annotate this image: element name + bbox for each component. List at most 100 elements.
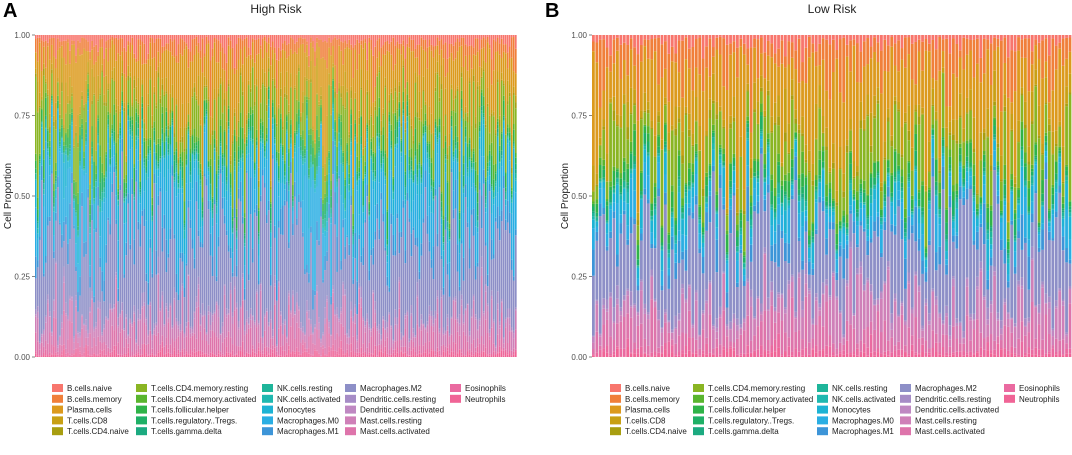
bar-segment [455, 99, 457, 113]
bar-segment [270, 248, 272, 275]
bar-segment [433, 201, 435, 214]
bar-segment [111, 40, 113, 70]
bar-segment [348, 174, 350, 178]
bar-segment [288, 305, 290, 346]
bar-segment [232, 344, 234, 350]
bar-segment [162, 252, 164, 292]
bar-segment [386, 327, 388, 332]
bar-segment [334, 351, 336, 356]
bar-segment [63, 57, 65, 124]
bar-segment [172, 84, 174, 97]
bar-segment [280, 147, 282, 149]
bar-segment [117, 301, 119, 318]
bar-segment [409, 218, 411, 222]
bar-segment [69, 77, 71, 101]
bar-segment [374, 47, 376, 87]
bar-segment [248, 154, 250, 274]
bar-segment [463, 35, 465, 38]
bar-segment [457, 319, 459, 322]
bar-segment [388, 170, 390, 288]
bar-segment [447, 205, 449, 221]
bar-segment [222, 342, 224, 354]
bar-segment [204, 127, 206, 132]
bar-segment [184, 255, 186, 288]
bar-segment [125, 319, 127, 338]
bar-segment [105, 35, 107, 41]
bar-segment [386, 245, 388, 246]
bar-segment [63, 241, 65, 267]
bar-segment [286, 338, 288, 342]
bar-segment [149, 154, 151, 170]
bar-segment [312, 161, 314, 164]
bar-segment [210, 133, 212, 143]
bar-segment [290, 311, 292, 313]
bar-segment [382, 163, 384, 172]
sample-bar [284, 35, 286, 357]
bar-segment [160, 350, 162, 352]
bar-segment [411, 305, 413, 313]
bar-segment [467, 113, 469, 116]
bar-segment [51, 38, 53, 45]
bar-segment [41, 180, 43, 333]
bar-segment [346, 333, 348, 335]
bar-segment [312, 147, 314, 161]
bar-segment [330, 181, 332, 190]
bar-segment [451, 89, 453, 111]
bar-segment [107, 128, 109, 130]
bar-segment [164, 347, 166, 354]
bar-segment [276, 280, 278, 301]
bar-segment [133, 195, 135, 197]
bar-segment [409, 222, 411, 339]
bar-segment [288, 294, 290, 296]
bar-segment [342, 285, 344, 296]
bar-segment [254, 161, 256, 162]
bar-segment [262, 38, 264, 58]
bar-segment [463, 117, 465, 119]
bar-segment [184, 355, 186, 356]
bar-segment [248, 84, 250, 85]
bar-segment [358, 284, 360, 287]
bar-segment [119, 130, 121, 133]
bar-segment [190, 137, 192, 148]
bar-segment [358, 178, 360, 179]
sample-bar [294, 35, 296, 357]
bar-segment [111, 312, 113, 326]
bar-segment [109, 166, 111, 167]
bar-segment [242, 139, 244, 151]
bar-segment [214, 204, 216, 311]
bar-segment [226, 168, 228, 177]
bar-segment [324, 198, 326, 205]
bar-segment [415, 158, 417, 159]
bar-segment [53, 191, 55, 197]
bar-segment [198, 43, 200, 53]
bar-segment [156, 184, 158, 251]
bar-segment [214, 148, 216, 149]
bar-segment [160, 162, 162, 172]
bar-segment [121, 139, 123, 152]
bar-segment [292, 202, 294, 206]
bar-segment [270, 319, 272, 323]
bar-segment [459, 42, 461, 47]
bar-segment [228, 46, 230, 80]
bar-segment [218, 35, 220, 40]
bar-segment [300, 116, 302, 122]
bar-segment [105, 263, 107, 316]
bar-segment [332, 90, 334, 103]
bar-segment [312, 290, 314, 310]
bar-segment [461, 128, 463, 241]
bar-segment [35, 180, 37, 207]
bar-segment [174, 137, 176, 151]
bar-segment [39, 345, 41, 350]
bar-segment [85, 80, 87, 102]
bar-segment [192, 239, 194, 248]
bar-segment [188, 129, 190, 130]
bar-segment [200, 58, 202, 119]
bar-segment [328, 321, 330, 322]
bar-segment [242, 224, 244, 273]
bar-segment [238, 189, 240, 199]
bar-segment [198, 104, 200, 105]
bar-segment [419, 350, 421, 353]
bar-segment [382, 320, 384, 327]
bar-segment [268, 72, 270, 86]
bar-segment [97, 56, 99, 76]
